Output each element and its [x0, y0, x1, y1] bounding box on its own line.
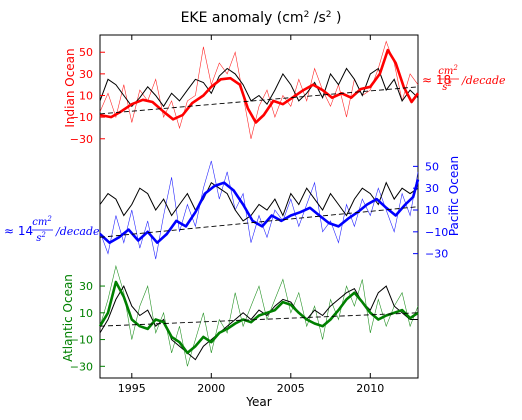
- indian-y-tick-label: 30: [79, 68, 93, 81]
- atlantic-trend-line: [99, 312, 419, 327]
- chart-title: EKE anomaly (cm2 /s2 ): [181, 10, 342, 26]
- atlantic-y-tick-label: 30: [79, 280, 93, 293]
- indian-trend-unit: /decade: [461, 74, 506, 87]
- indian-y-tick-label: −30: [70, 133, 93, 146]
- atlantic-ocean-axis-label: Atlantic Ocean: [61, 274, 75, 362]
- x-tick-label: 2005: [277, 382, 305, 395]
- pacific-trend-line: [99, 206, 419, 238]
- x-tick-label: 1995: [118, 382, 146, 395]
- axis-layer: −30 −10 10 30 50 −30 −10 10 30 50 −30 −10 10 30 1995 20…: [70, 35, 448, 395]
- pacific-trend-approx: ≈ 14: [4, 224, 33, 238]
- pacific-comparison-series-line: [99, 181, 419, 222]
- pacific-ocean-axis-label: Pacific Ocean: [447, 156, 461, 236]
- x-tick-label: 2010: [356, 382, 384, 395]
- pacific-y-tick-label: −10: [425, 226, 448, 239]
- indian-trend-numerator: cm2: [438, 64, 458, 77]
- pacific-y-tick-label: 30: [425, 182, 439, 195]
- x-axis-label: Year: [245, 395, 271, 409]
- indian-trend-denominator: s2: [442, 80, 452, 93]
- indian-y-tick-label: −10: [70, 111, 93, 124]
- atlantic-raw-series-line: [99, 264, 419, 367]
- pacific-y-tick-label: 50: [425, 160, 439, 173]
- series-layer: [98, 40, 420, 367]
- pacific-y-tick-label: −30: [425, 248, 448, 261]
- indian-trend-approx: ≈ 18: [422, 73, 451, 87]
- pacific-trend-numerator: cm2: [32, 215, 52, 228]
- atlantic-y-tick-label: −30: [70, 360, 93, 373]
- indian-trend-annotation: ≈ 18 cm2 s2 /decade: [422, 64, 506, 93]
- plot-frame: [99, 34, 419, 379]
- atlantic-y-tick-label: −10: [70, 334, 93, 347]
- atlantic-smoothed-series-line: [98, 280, 419, 355]
- pacific-trend-denominator: s2: [36, 231, 46, 244]
- indian-ocean-axis-label: Indian Ocean: [63, 48, 77, 127]
- indian-trend-line: [99, 86, 419, 115]
- pacific-trend-unit: /decade: [55, 225, 100, 238]
- indian-raw-series-line: [99, 40, 419, 139]
- pacific-trend-annotation: ≈ 14 cm2 s2 /decade: [4, 215, 100, 244]
- indian-y-tick-label: 10: [79, 90, 93, 103]
- x-tick-label: 2000: [197, 382, 225, 395]
- pacific-smoothed-series-line: [99, 179, 420, 244]
- atlantic-y-tick-label: 10: [79, 307, 93, 320]
- pacific-y-tick-label: 10: [425, 204, 439, 217]
- indian-y-tick-label: 50: [79, 46, 93, 59]
